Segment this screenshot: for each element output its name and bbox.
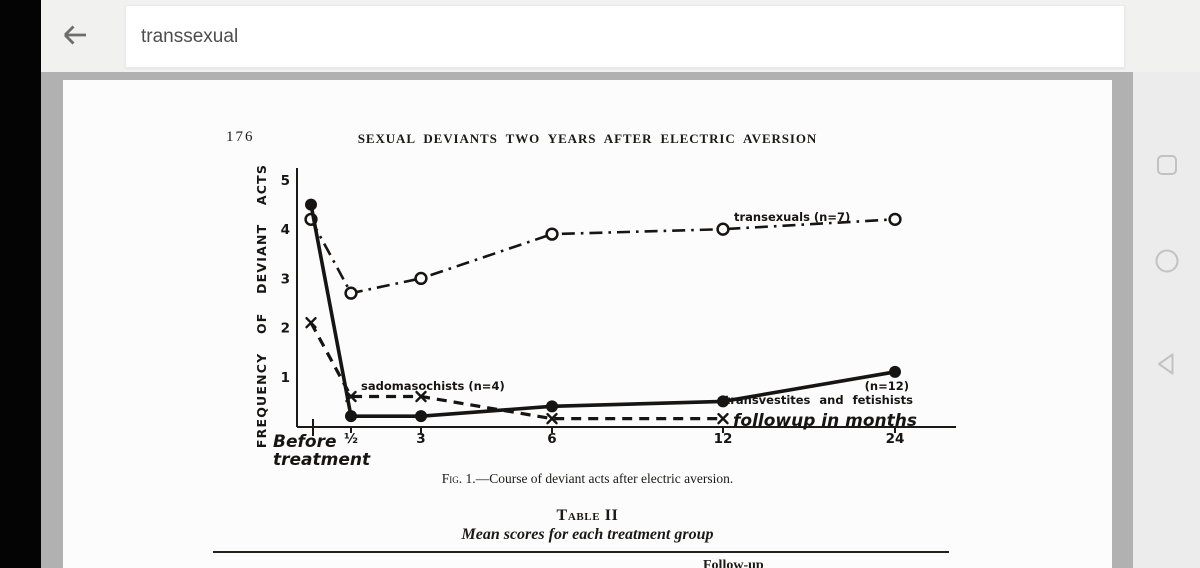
figure-caption-text: —Course of deviant acts after electric a… bbox=[475, 471, 734, 486]
back-button[interactable] bbox=[51, 12, 99, 60]
back-nav-button[interactable] bbox=[1147, 345, 1187, 385]
svg-text:(n=12): (n=12) bbox=[865, 379, 909, 393]
arrow-left-icon bbox=[59, 19, 91, 54]
svg-text:6: 6 bbox=[547, 431, 556, 447]
svg-text:treatment: treatment bbox=[273, 450, 371, 470]
table-top-rule bbox=[213, 551, 949, 553]
svg-text:24: 24 bbox=[886, 431, 905, 447]
svg-text:1: 1 bbox=[281, 370, 290, 386]
search-box bbox=[125, 5, 1125, 68]
triangle-left-outline-icon bbox=[1153, 350, 1181, 381]
svg-text:4: 4 bbox=[281, 222, 290, 238]
table-column-header-partial: Follow-up bbox=[703, 558, 764, 568]
document-viewer[interactable]: 176 SEXUAL DEVIANTS TWO YEARS AFTER ELEC… bbox=[41, 72, 1133, 568]
document-page: 176 SEXUAL DEVIANTS TWO YEARS AFTER ELEC… bbox=[63, 80, 1112, 568]
page-number: 176 bbox=[226, 129, 255, 145]
figure-caption: Fig. 1.—Course of deviant acts after ele… bbox=[63, 471, 1112, 487]
svg-text:2: 2 bbox=[281, 321, 290, 337]
svg-text:transvestites and fetishists: transvestites and fetishists bbox=[725, 393, 913, 407]
running-title: SEXUAL DEVIANTS TWO YEARS AFTER ELECTRIC… bbox=[357, 131, 818, 146]
svg-text:followup in months: followup in months bbox=[733, 411, 917, 431]
search-top-bar bbox=[41, 0, 1200, 72]
svg-text:transexuals (n=7): transexuals (n=7) bbox=[734, 210, 850, 224]
home-button[interactable] bbox=[1147, 242, 1187, 282]
android-nav-bar bbox=[1133, 72, 1200, 568]
search-input[interactable] bbox=[126, 6, 1124, 67]
figure-caption-prefix: Fig. 1. bbox=[441, 471, 476, 486]
svg-text:12: 12 bbox=[714, 431, 733, 447]
svg-text:½: ½ bbox=[344, 431, 358, 447]
svg-text:FREQUENCY OF DEVIANT ACTS: FREQUENCY OF DEVIANT ACTS bbox=[254, 164, 269, 448]
circle-outline-icon bbox=[1153, 247, 1181, 278]
svg-text:Before: Before bbox=[273, 432, 336, 452]
svg-text:sadomasochists (n=4): sadomasochists (n=4) bbox=[361, 379, 505, 393]
square-outline-icon bbox=[1153, 151, 1181, 182]
table-heading: Table II bbox=[556, 507, 619, 524]
recents-button[interactable] bbox=[1147, 146, 1187, 186]
svg-text:3: 3 bbox=[281, 271, 290, 287]
svg-text:5: 5 bbox=[281, 173, 290, 189]
letterbox-strip bbox=[0, 0, 41, 568]
table-subtitle: Mean scores for each treatment group bbox=[461, 526, 714, 543]
svg-text:3: 3 bbox=[416, 431, 425, 447]
